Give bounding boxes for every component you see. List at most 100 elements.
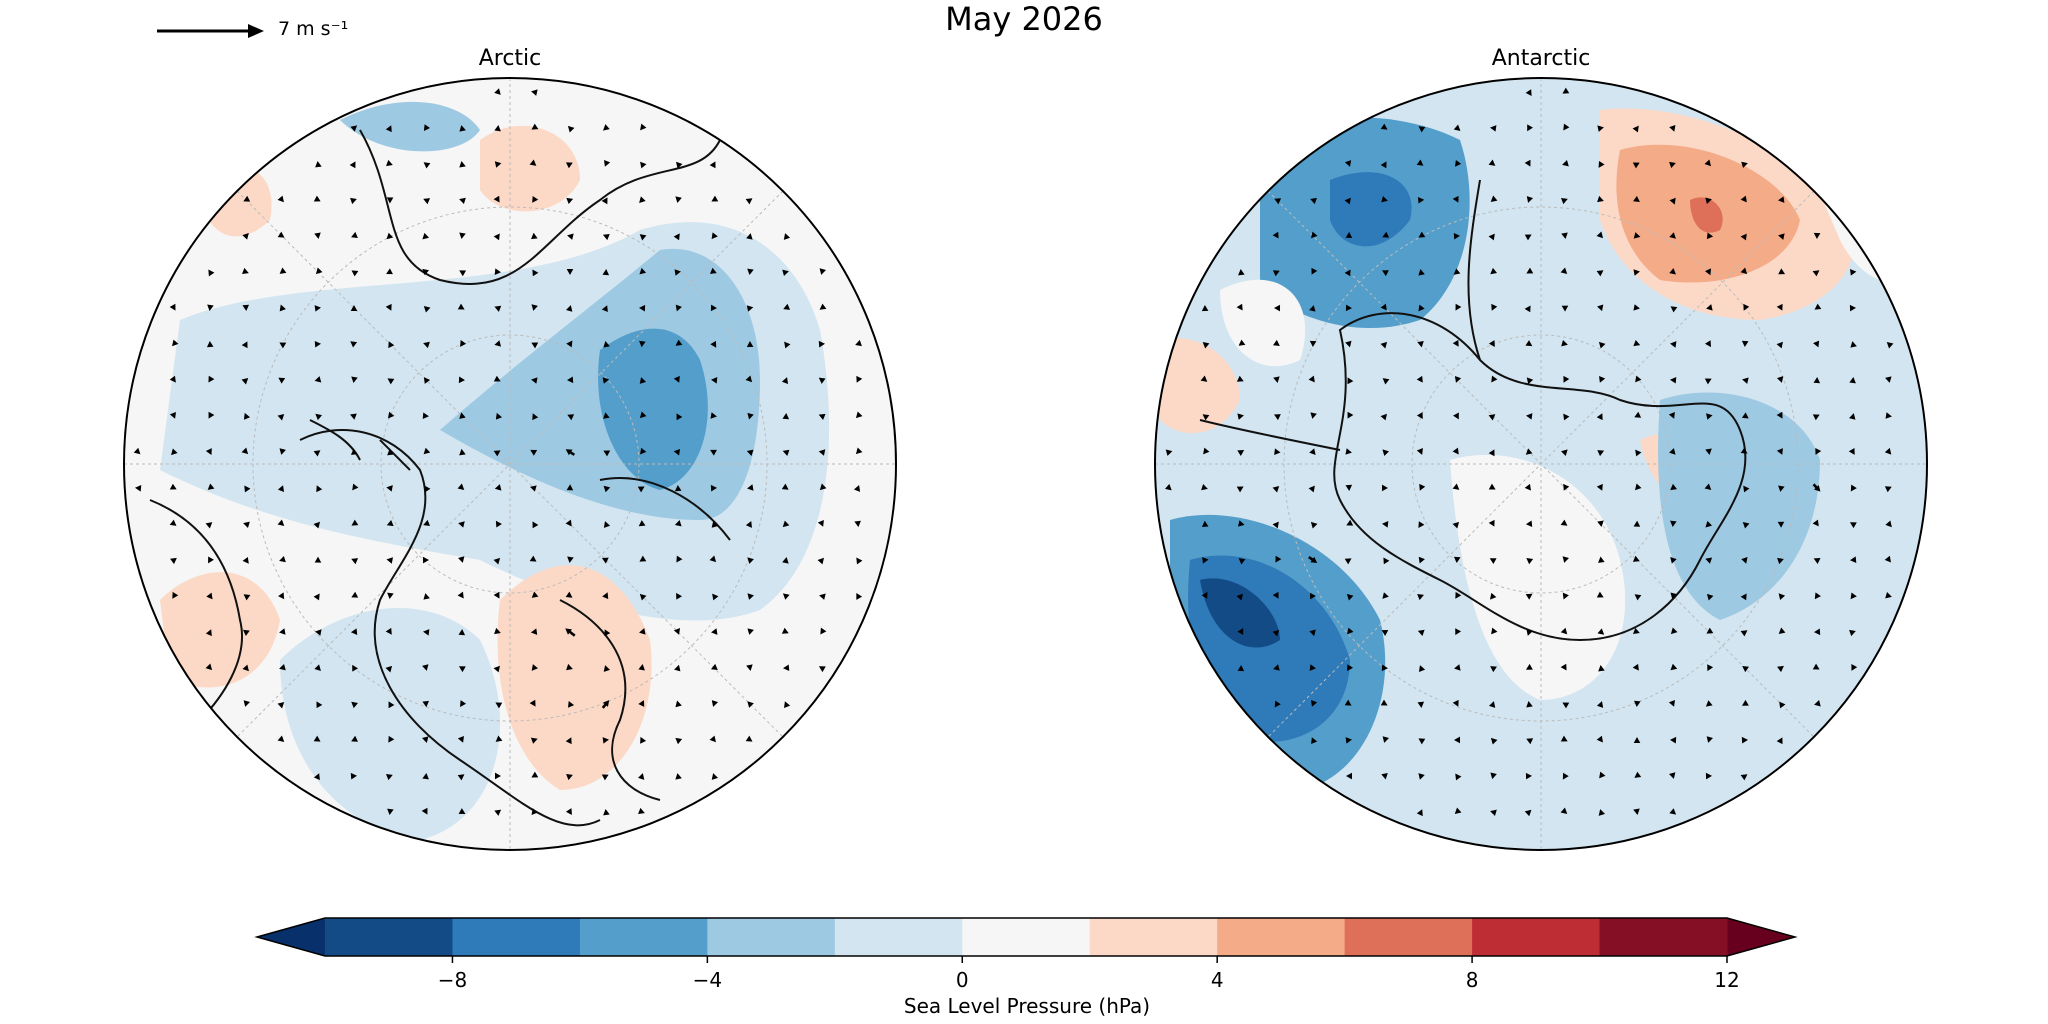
wind-arrow <box>1705 197 1712 204</box>
wind-arrow <box>1310 197 1317 205</box>
wind-arrow <box>1272 591 1279 599</box>
wind-arrow <box>1633 232 1641 239</box>
wind-arrow <box>171 448 178 456</box>
wind-arrow <box>350 628 358 635</box>
wind-arrow <box>206 592 213 600</box>
wind-arrow <box>1455 159 1462 167</box>
wind-arrow <box>315 413 323 421</box>
wind-arrow <box>782 449 790 456</box>
wind-arrow <box>529 485 537 492</box>
wind-arrow <box>1524 809 1532 817</box>
wind-arrow <box>1886 341 1894 349</box>
wind-arrow <box>602 233 610 241</box>
wind-arrow <box>640 736 647 744</box>
wind-arrow <box>494 161 502 168</box>
wind-arrow <box>242 664 249 672</box>
wind-arrow <box>1705 448 1712 455</box>
wind-arrow <box>494 88 501 95</box>
wind-arrow <box>169 412 176 419</box>
colorbar-segment <box>962 918 1091 956</box>
wind-arrow <box>1346 593 1354 601</box>
wind-arrow <box>1490 737 1498 745</box>
wind-arrow <box>1669 197 1676 205</box>
antarctic-panel-title: Antarctic <box>1491 46 1591 71</box>
wind-arrow <box>316 701 323 709</box>
wind-arrow <box>638 520 646 527</box>
wind-arrow <box>1562 556 1569 563</box>
wind-arrow <box>1273 339 1280 346</box>
wind-arrow <box>639 555 647 562</box>
wind-arrow <box>1309 340 1317 347</box>
wind-arrow <box>351 558 359 565</box>
wind-arrow <box>1237 520 1245 527</box>
wind-arrow <box>783 303 791 310</box>
wind-arrow <box>208 269 215 277</box>
quiver-key-arrow <box>157 24 264 38</box>
wind-arrow <box>1598 809 1606 816</box>
wind-arrow <box>1706 736 1713 743</box>
wind-arrow <box>1561 305 1569 312</box>
wind-arrow <box>1236 593 1244 601</box>
colorbar-segment <box>707 918 836 956</box>
wind-arrow <box>710 663 718 670</box>
wind-arrow <box>1706 232 1714 240</box>
wind-arrow <box>1597 125 1604 132</box>
wind-arrow <box>208 556 214 564</box>
wind-arrow <box>1309 592 1316 600</box>
wind-arrow <box>1454 807 1462 814</box>
wind-arrow <box>1272 231 1279 239</box>
wind-arrow <box>746 664 753 671</box>
wind-arrow <box>494 268 501 275</box>
wind-arrow <box>1813 340 1820 348</box>
wind-arrow <box>423 198 431 205</box>
wind-arrow <box>532 521 539 529</box>
wind-arrow <box>1596 270 1604 277</box>
wind-arrow <box>1632 663 1639 671</box>
wind-arrow <box>1560 519 1568 526</box>
wind-arrow <box>1741 161 1748 169</box>
wind-arrow <box>1418 773 1425 780</box>
wind-arrow <box>350 197 357 205</box>
wind-arrow <box>1236 303 1243 311</box>
wind-arrow <box>1274 198 1282 205</box>
wind-arrow <box>278 377 286 384</box>
wind-arrow <box>277 195 284 203</box>
wind-arrow <box>1561 232 1568 239</box>
wind-arrow <box>1381 484 1388 492</box>
wind-arrow <box>279 267 287 274</box>
wind-arrow <box>1707 664 1714 672</box>
wind-arrow <box>1812 519 1819 527</box>
wind-arrow <box>1560 807 1568 814</box>
wind-arrow <box>1526 267 1534 274</box>
arctic-slp-contours <box>160 101 830 840</box>
arctic-panel-title: Arctic <box>478 46 542 71</box>
wind-arrow <box>1453 412 1459 420</box>
wind-arrow <box>313 450 321 457</box>
wind-arrow <box>529 699 536 707</box>
wind-arrow <box>459 125 466 132</box>
wind-arrow <box>1670 592 1677 600</box>
colorbar-tick-label: 12 <box>1714 968 1739 992</box>
wind-arrow <box>387 411 395 419</box>
wind-arrow <box>1453 124 1461 131</box>
wind-arrow <box>673 233 680 241</box>
wind-arrow <box>493 375 501 382</box>
wind-arrow <box>1670 627 1678 635</box>
wind-arrow <box>1740 233 1747 241</box>
wind-arrow <box>638 700 645 707</box>
wind-arrow <box>1382 270 1389 277</box>
wind-arrow <box>169 375 176 383</box>
wind-arrow <box>1814 592 1821 600</box>
wind-arrow <box>1345 448 1352 455</box>
wind-arrow <box>1704 268 1712 276</box>
wind-arrow <box>709 735 716 743</box>
wind-arrow <box>1562 592 1569 600</box>
wind-arrow <box>781 627 789 634</box>
wind-arrow <box>1525 340 1533 347</box>
wind-arrow <box>675 773 682 780</box>
wind-arrow <box>1742 377 1749 384</box>
wind-arrow <box>1524 305 1531 313</box>
wind-arrow <box>1633 627 1640 635</box>
wind-arrow <box>1454 664 1461 671</box>
